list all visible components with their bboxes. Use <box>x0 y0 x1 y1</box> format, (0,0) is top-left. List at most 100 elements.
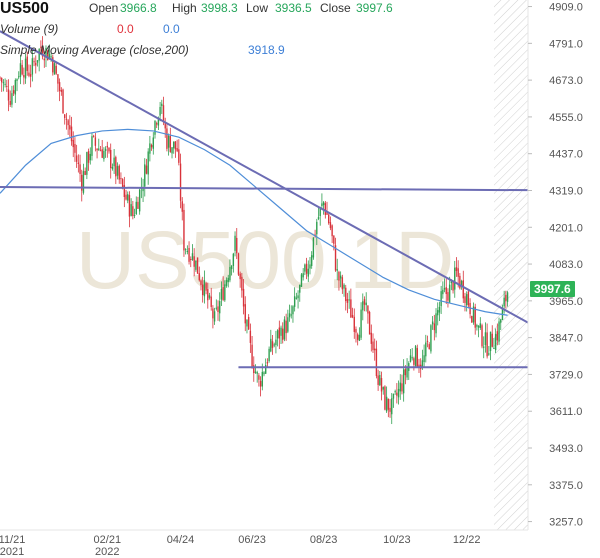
volume-value: 0.0 <box>117 22 134 36</box>
candle-body <box>304 264 306 272</box>
candle-body <box>38 49 40 61</box>
sma-label[interactable]: Simple Moving Average (close,200) <box>0 43 189 57</box>
candle-body <box>229 266 231 281</box>
candle-body <box>455 267 458 271</box>
candle-body <box>26 56 28 71</box>
candle-body <box>460 280 463 287</box>
candle-body <box>74 144 76 153</box>
candle-body <box>62 89 64 114</box>
time-tick-label: 11/21 <box>0 534 25 546</box>
candle-body <box>409 355 412 362</box>
candle-body <box>329 222 332 229</box>
candle-body <box>135 201 137 215</box>
candle-body <box>290 314 292 316</box>
candle-body <box>128 195 131 217</box>
candle-body <box>397 388 400 398</box>
low-label: Low <box>246 1 269 15</box>
candle-body <box>86 152 88 175</box>
time-tick-year: 2022 <box>95 546 119 558</box>
candle-body <box>265 364 267 374</box>
symbol-label[interactable]: US500 <box>0 0 49 17</box>
volume-value-2: 0.0 <box>163 22 180 36</box>
trendlines[interactable] <box>0 30 529 369</box>
candle-body <box>98 148 100 150</box>
candle-body <box>411 357 413 359</box>
candle-body <box>273 344 275 346</box>
time-tick-year: 2021 <box>0 546 24 558</box>
candle-body <box>314 234 316 236</box>
candle-body <box>431 321 434 325</box>
candle-body <box>232 253 235 266</box>
candle-body <box>147 151 149 175</box>
candle-body <box>31 58 34 75</box>
candle-body <box>384 386 386 410</box>
candle-body <box>118 165 120 180</box>
price-tick-label: 3965.0 <box>549 296 583 308</box>
candle-body <box>230 266 233 270</box>
candle-body <box>459 275 461 289</box>
price-axis[interactable]: 4909.0 4791.0 4673.0 4555.0 4437.0 4319.0 4201… <box>528 2 583 529</box>
candle-body <box>336 269 338 271</box>
volume-label[interactable]: Volume (9) <box>0 22 59 36</box>
candle-body <box>506 292 509 302</box>
candle-body <box>302 273 304 278</box>
candle-body <box>48 53 51 59</box>
open-label: Open <box>89 1 119 15</box>
close-value: 3997.6 <box>356 1 393 15</box>
candle-body <box>84 170 86 175</box>
candle-body <box>179 163 182 201</box>
sma-200-line <box>0 128 508 316</box>
candle-body <box>157 117 160 126</box>
candle-body <box>239 273 241 280</box>
candle-body <box>219 301 221 314</box>
candle-body <box>413 358 415 365</box>
candle-body <box>479 323 482 328</box>
candle-body <box>343 284 345 289</box>
candle-body <box>486 332 488 357</box>
candle-body <box>203 280 206 297</box>
candle-body <box>462 280 464 299</box>
candle-body <box>169 136 172 153</box>
price-tick-label: 4201.0 <box>549 222 583 234</box>
candle-body <box>91 136 93 156</box>
candle-body <box>53 63 56 75</box>
candle-body <box>355 329 357 333</box>
price-tick-label: 3729.0 <box>549 369 583 381</box>
candle-body <box>196 257 199 274</box>
candle-body <box>188 248 190 262</box>
candle-body <box>111 167 114 169</box>
candle-body <box>92 135 95 137</box>
candle-body <box>40 46 42 48</box>
candle-body <box>278 327 281 339</box>
candle-body <box>81 174 83 191</box>
candle-body <box>7 89 10 101</box>
candle-body <box>437 310 439 316</box>
candle-body <box>99 150 102 152</box>
trendline-2[interactable] <box>0 186 529 192</box>
candle-body <box>125 194 127 200</box>
price-tick-label: 3847.0 <box>549 333 583 345</box>
candle-body <box>476 325 478 327</box>
candle-body <box>496 331 499 341</box>
candle-body <box>324 203 327 215</box>
candle-body <box>159 106 161 116</box>
candle-body <box>57 74 59 84</box>
candle-body <box>334 245 337 271</box>
candle-body <box>162 105 165 123</box>
candle-body <box>55 65 57 74</box>
trendline-1[interactable] <box>0 30 529 324</box>
candle-body <box>392 393 395 399</box>
candle-body <box>222 287 224 300</box>
time-tick-label: 04/24 <box>167 534 195 546</box>
candle-body <box>87 151 90 163</box>
candle-body <box>198 273 200 281</box>
candle-body <box>283 319 286 340</box>
candle-body <box>35 62 37 66</box>
candle-body <box>36 60 39 63</box>
candle-body <box>305 263 308 274</box>
candle-body <box>108 147 110 152</box>
candle-body <box>161 103 163 106</box>
candle-body <box>350 299 352 318</box>
